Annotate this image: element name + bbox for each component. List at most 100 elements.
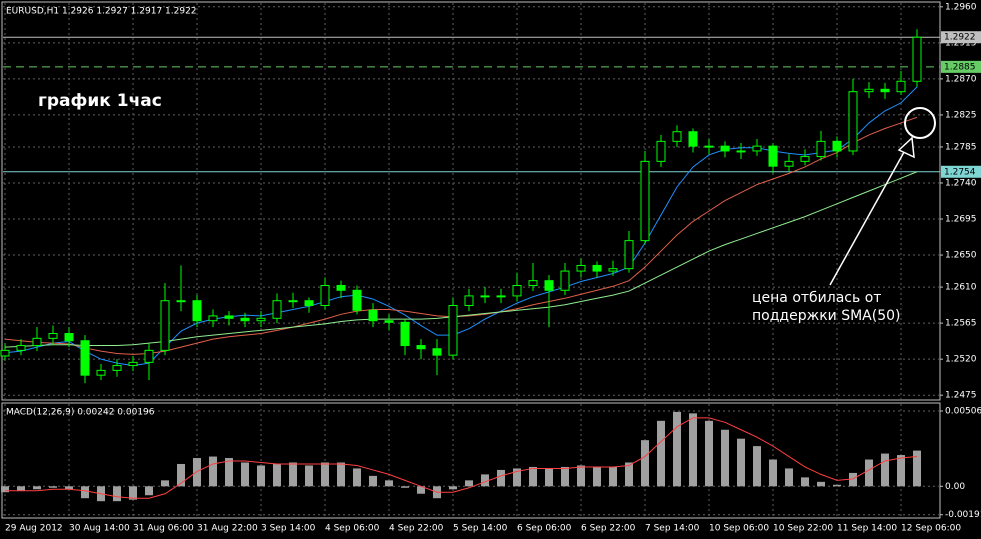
histogram-bar bbox=[801, 477, 809, 487]
candle-body bbox=[848, 91, 858, 152]
chart-title: EURUSD,H1 1.2926 1.2927 1.2917 1.2922 bbox=[6, 7, 197, 17]
histogram-bar bbox=[417, 486, 425, 494]
candle-body bbox=[656, 140, 666, 162]
y-tick-label: 1.2695 bbox=[945, 215, 977, 225]
histogram-bar bbox=[721, 429, 729, 487]
candle-body bbox=[800, 156, 810, 162]
candle-body bbox=[368, 309, 378, 322]
y-tick-label: 1.2870 bbox=[945, 74, 977, 84]
x-tick-label: 10 Sep 22:00 bbox=[773, 524, 833, 534]
candle-body bbox=[352, 289, 362, 311]
candle-body bbox=[112, 365, 122, 371]
candle-body bbox=[496, 295, 506, 298]
y-tick-label: 1.2915 bbox=[945, 38, 977, 48]
y-tick-label: 1.2610 bbox=[945, 283, 977, 293]
histogram-bar bbox=[577, 465, 585, 487]
ma-line bbox=[4, 86, 918, 367]
histogram-bar bbox=[257, 465, 265, 487]
candle-body bbox=[640, 160, 650, 242]
x-tick-label: 4 Sep 06:00 bbox=[325, 524, 380, 534]
candle-body bbox=[144, 349, 154, 363]
candle-body bbox=[832, 140, 842, 152]
candle-body bbox=[912, 36, 922, 82]
histogram-bar bbox=[625, 462, 633, 487]
y-tick-label: 0.00 bbox=[945, 482, 965, 492]
histogram-bar bbox=[241, 462, 249, 487]
ma-line bbox=[4, 171, 918, 348]
x-tick-label: 6 Sep 22:00 bbox=[581, 524, 636, 534]
histogram-bar bbox=[529, 466, 537, 487]
candle-body bbox=[688, 131, 698, 147]
signal-line bbox=[5, 417, 918, 499]
histogram-bar bbox=[561, 466, 569, 487]
candle-body bbox=[176, 300, 186, 303]
histogram-bar bbox=[273, 463, 281, 487]
histogram-bar bbox=[881, 453, 889, 487]
histogram-bar bbox=[129, 486, 137, 500]
histogram-bar bbox=[225, 458, 233, 487]
annotation: поддержки SMA(50) bbox=[752, 308, 900, 324]
candle-body bbox=[16, 345, 26, 351]
candle-body bbox=[384, 320, 394, 323]
histogram-bar bbox=[833, 484, 841, 487]
annotation: цена отбилась от bbox=[752, 290, 881, 306]
candle-body bbox=[544, 280, 554, 291]
histogram-bar bbox=[865, 459, 873, 487]
x-tick-label: 29 Aug 2012 bbox=[5, 524, 63, 534]
histogram-bar bbox=[1, 486, 9, 493]
histogram-bar bbox=[401, 486, 409, 488]
candle-body bbox=[288, 300, 298, 303]
histogram-bar bbox=[65, 486, 73, 490]
candle-body bbox=[192, 300, 202, 322]
candle-body bbox=[528, 280, 538, 286]
level-label: 1.2922 bbox=[944, 33, 976, 43]
histogram-bar bbox=[769, 459, 777, 487]
level-tag bbox=[941, 31, 981, 44]
candle-body bbox=[304, 300, 314, 307]
histogram-bar bbox=[33, 486, 41, 490]
level-tag bbox=[941, 165, 981, 178]
candle-body bbox=[0, 349, 10, 357]
candle-body bbox=[816, 140, 826, 158]
histogram-bar bbox=[497, 469, 505, 487]
histogram-bar bbox=[753, 446, 761, 487]
candle-body bbox=[720, 145, 730, 152]
candle-body bbox=[64, 333, 74, 342]
histogram-bar bbox=[609, 466, 617, 487]
histogram-bar bbox=[593, 466, 601, 487]
histogram-bar bbox=[817, 481, 825, 487]
candle-body bbox=[256, 317, 266, 322]
candle-body bbox=[400, 321, 410, 347]
candle-body bbox=[560, 270, 570, 291]
histogram-bar bbox=[81, 486, 89, 499]
candle-body bbox=[416, 345, 426, 350]
level-label: 1.2885 bbox=[944, 62, 976, 72]
histogram-bar bbox=[465, 480, 473, 487]
candle-body bbox=[592, 264, 602, 272]
x-tick-label: 7 Sep 14:00 bbox=[645, 524, 700, 534]
histogram-bar bbox=[161, 480, 169, 487]
chart-note: график 1час bbox=[38, 91, 162, 111]
main-frame bbox=[1, 1, 941, 401]
level-tag bbox=[941, 60, 981, 73]
candle-body bbox=[752, 145, 762, 152]
histogram-bar bbox=[545, 468, 553, 487]
candle-body bbox=[32, 337, 42, 347]
candle-body bbox=[672, 131, 682, 142]
histogram-bar bbox=[177, 463, 185, 487]
macd-frame bbox=[1, 402, 941, 519]
arrow-line bbox=[829, 144, 909, 286]
x-tick-label: 6 Sep 06:00 bbox=[517, 524, 572, 534]
y-tick-label: 1.2520 bbox=[945, 355, 977, 365]
candle-body bbox=[272, 300, 282, 319]
x-tick-label: 12 Sep 06:00 bbox=[901, 524, 961, 534]
y-tick-label: 1.2785 bbox=[945, 142, 977, 152]
x-tick-label: 11 Sep 14:00 bbox=[837, 524, 897, 534]
candle-body bbox=[208, 315, 218, 322]
histogram-bar bbox=[17, 486, 25, 491]
highlight-circle bbox=[904, 107, 936, 139]
candle-body bbox=[448, 305, 458, 356]
candle-body bbox=[224, 315, 234, 319]
histogram-bar bbox=[369, 475, 377, 487]
